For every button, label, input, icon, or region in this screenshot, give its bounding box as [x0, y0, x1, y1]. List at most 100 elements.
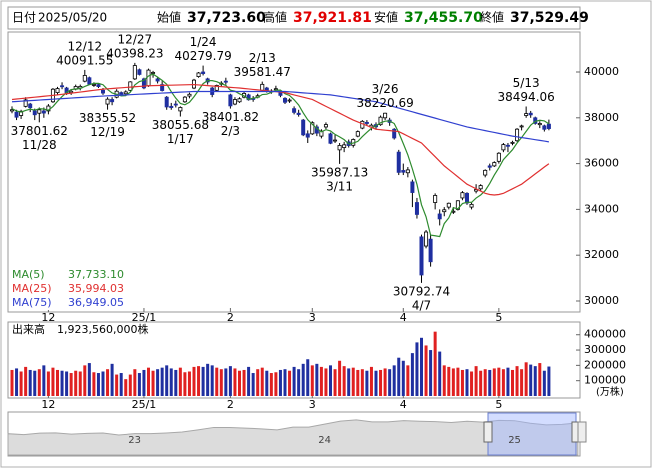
candle-body — [228, 94, 233, 107]
volume-panel — [7, 321, 581, 399]
candle-body — [410, 181, 415, 193]
volume-bar — [511, 369, 514, 396]
volume-bar — [547, 366, 551, 396]
y-tick-label: 34000 — [584, 202, 619, 215]
candle-body — [101, 89, 106, 94]
x-tick-label: 25/1 — [132, 398, 157, 411]
volume-bar — [206, 363, 210, 396]
candle-body — [37, 109, 42, 114]
volume-bar — [69, 373, 73, 396]
volume-bar — [183, 372, 187, 396]
header-value: 37,723.60 — [187, 10, 266, 26]
volume-bar — [356, 369, 360, 396]
volume-bar — [274, 372, 278, 396]
legend-box — [9, 266, 127, 310]
volume-bar — [115, 374, 119, 396]
candle-body — [342, 144, 347, 148]
volume-bar — [369, 366, 373, 396]
volume-bar — [51, 367, 55, 396]
candle-body — [105, 98, 110, 105]
volume-bar — [19, 371, 23, 396]
volume-bar — [160, 367, 164, 396]
volume-bar — [119, 373, 123, 396]
y-tick-label: 200000 — [584, 358, 626, 371]
volume-bar — [37, 369, 41, 396]
volume-bar — [60, 370, 64, 396]
scroll-right[interactable] — [577, 421, 587, 443]
volume-bar — [233, 368, 237, 396]
annotation-date: 2/3 — [221, 124, 240, 138]
candle-body — [442, 209, 447, 213]
volume-bar — [342, 366, 346, 396]
volume-bar — [215, 367, 219, 396]
annotation-value: 38494.06 — [498, 90, 555, 104]
candle-body — [546, 123, 551, 129]
legend-name: MA(75) — [12, 296, 52, 309]
price-panel — [7, 31, 581, 313]
annotation-date: 4/7 — [412, 298, 431, 312]
volume-bar — [210, 365, 214, 396]
candle-body — [151, 72, 156, 74]
navigator-area — [7, 419, 579, 456]
x-tick-label: 2 — [227, 311, 234, 324]
candle-body — [333, 139, 338, 142]
volume-bar — [169, 368, 173, 396]
volume-bar — [297, 369, 301, 396]
date-label: 日付 — [12, 11, 36, 25]
volume-bar — [306, 359, 310, 396]
volume-bar — [28, 369, 32, 396]
annotation-value: 38220.69 — [356, 96, 413, 110]
candle-body — [19, 110, 24, 116]
candle-body — [364, 121, 369, 124]
candle-body — [501, 144, 506, 151]
volume-bar — [174, 369, 178, 396]
volume-bar — [292, 366, 296, 396]
candle-body — [474, 189, 479, 192]
annotation-date: 12/12 — [68, 39, 103, 53]
annotation-value: 37801.62 — [11, 124, 68, 138]
volume-bar — [283, 369, 287, 396]
volume-bar — [278, 369, 282, 396]
candle-body — [305, 133, 310, 138]
annotation-date: 12/27 — [118, 32, 153, 46]
navigator-window[interactable] — [487, 412, 577, 456]
volume-bar — [10, 369, 14, 396]
navigator-handle[interactable] — [483, 421, 493, 443]
header-label: 安値 — [374, 10, 398, 25]
volume-bar — [424, 345, 428, 396]
volume-bar — [56, 369, 59, 396]
candle-body — [419, 236, 424, 276]
volume-bar — [142, 369, 146, 396]
candle-body — [232, 99, 237, 105]
volume-bar — [187, 371, 191, 396]
x-tick-label: 5 — [495, 311, 502, 324]
candle-body — [28, 103, 33, 109]
candle-body — [483, 169, 488, 176]
candle-body — [169, 105, 174, 109]
candle-body — [396, 151, 401, 173]
volume-bar — [447, 366, 451, 396]
candle-body — [401, 170, 406, 173]
volume-bar — [538, 363, 542, 396]
volume-bar — [251, 373, 255, 396]
candle-body — [55, 88, 60, 94]
volume-bar — [392, 365, 396, 396]
candle-body — [355, 131, 360, 137]
candle-body — [301, 119, 306, 136]
volume-bar — [74, 370, 78, 396]
candle-body — [510, 141, 515, 144]
volume-bar — [497, 367, 501, 396]
volume-bar — [319, 366, 323, 396]
annotation-value: 35987.13 — [311, 165, 368, 179]
candle-body — [96, 84, 101, 87]
candle-body — [201, 71, 206, 74]
annotation-date: 1/17 — [167, 132, 194, 146]
volume-bar — [533, 366, 537, 396]
volume-bar — [315, 363, 319, 396]
candle-body — [405, 169, 410, 174]
annotation-date: 3/26 — [372, 82, 399, 96]
volume-bar — [87, 363, 91, 396]
annotation-value: 40091.55 — [56, 53, 113, 67]
candle-body — [292, 108, 297, 113]
